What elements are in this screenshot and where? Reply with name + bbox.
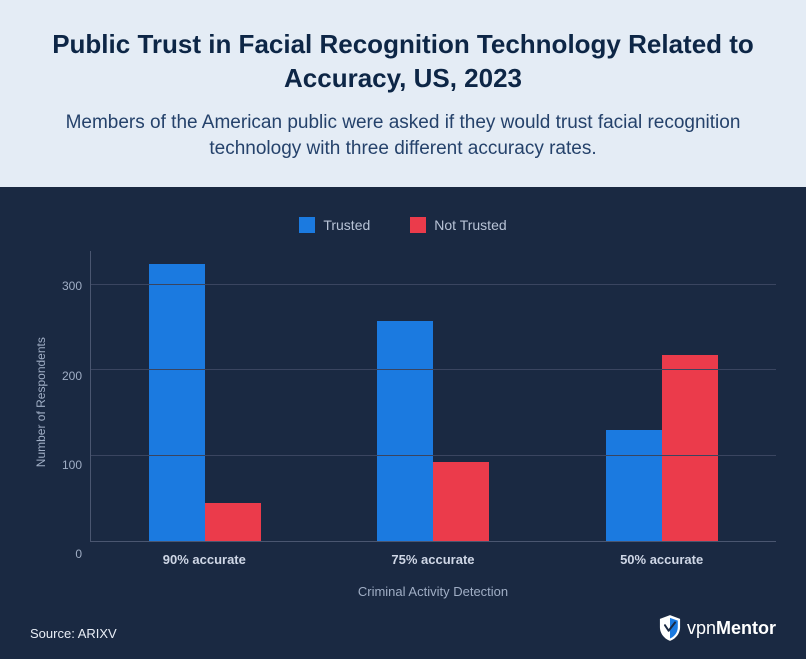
gridline xyxy=(91,369,776,370)
legend-label-not-trusted: Not Trusted xyxy=(434,217,506,233)
legend-item-trusted: Trusted xyxy=(299,217,370,233)
gridline xyxy=(91,455,776,456)
bar-group xyxy=(331,251,537,541)
bar xyxy=(149,264,205,541)
header: Public Trust in Facial Recognition Techn… xyxy=(0,0,806,187)
chart-subtitle: Members of the American public were aske… xyxy=(40,110,766,163)
chart-title: Public Trust in Facial Recognition Techn… xyxy=(40,28,766,96)
source-text: Source: ARIXV xyxy=(30,626,117,641)
infographic-container: Public Trust in Facial Recognition Techn… xyxy=(0,0,806,659)
plot-wrapper: Number of Respondents 3002001000 90% acc… xyxy=(30,251,776,599)
bar xyxy=(606,430,662,541)
footer: Source: ARIXV vpnMentor xyxy=(30,615,776,641)
bar-group xyxy=(559,251,765,541)
legend-swatch-not-trusted xyxy=(410,217,426,233)
x-label: 90% accurate xyxy=(101,552,307,570)
brand-text: vpnMentor xyxy=(687,618,776,639)
chart-area: Trusted Not Trusted Number of Respondent… xyxy=(0,187,806,659)
bar xyxy=(205,503,261,541)
y-axis-label: Number of Respondents xyxy=(30,251,52,554)
y-axis: 3002001000 xyxy=(52,251,90,554)
bar xyxy=(433,462,489,541)
bar xyxy=(377,321,433,541)
legend-label-trusted: Trusted xyxy=(323,217,370,233)
plot: 90% accurate 75% accurate 50% accurate Cri… xyxy=(90,251,776,599)
x-labels: 90% accurate 75% accurate 50% accurate xyxy=(90,552,776,570)
bars-container xyxy=(91,251,776,541)
bar-group xyxy=(102,251,308,541)
x-label: 75% accurate xyxy=(330,552,536,570)
legend-item-not-trusted: Not Trusted xyxy=(410,217,506,233)
shield-icon xyxy=(659,615,681,641)
grid xyxy=(90,251,776,542)
x-label: 50% accurate xyxy=(559,552,765,570)
legend-swatch-trusted xyxy=(299,217,315,233)
gridline xyxy=(91,284,776,285)
x-axis-title: Criminal Activity Detection xyxy=(90,584,776,599)
legend: Trusted Not Trusted xyxy=(30,217,776,233)
bar xyxy=(662,355,718,541)
brand-logo: vpnMentor xyxy=(659,615,776,641)
